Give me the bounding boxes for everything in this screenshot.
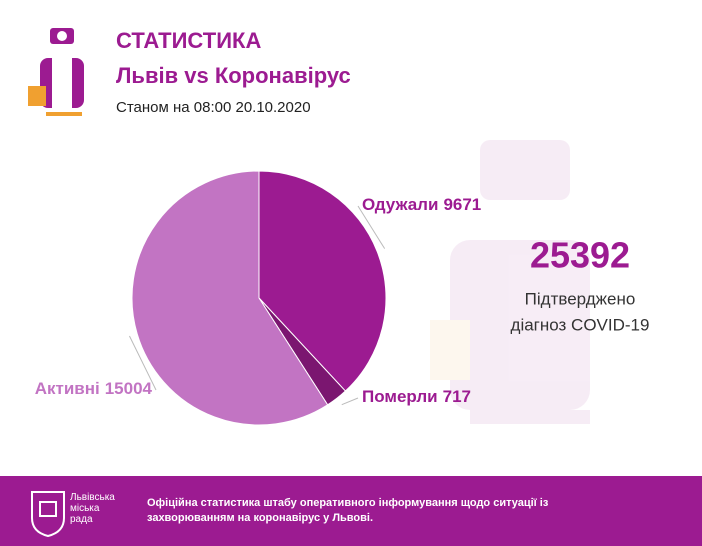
pie-label-value: 717	[443, 387, 471, 406]
total-label: діагноз COVID-19	[511, 315, 650, 334]
leader-line	[341, 397, 359, 406]
logo-line: Львівська	[70, 492, 115, 503]
background-icon	[430, 140, 590, 424]
pie-label-name: Померли	[362, 387, 438, 406]
pie-label: Померли 717	[362, 387, 471, 406]
subtitle: Львів vs Коронавірус	[116, 63, 351, 88]
leader-line	[129, 335, 157, 391]
footer-text: Офіційна статистика штабу оперативного і…	[147, 497, 549, 524]
total-label: Підтверджено	[525, 289, 636, 308]
logo-line: рада	[70, 514, 93, 525]
pie-label-name: Одужали	[362, 195, 438, 214]
total-value: 25392	[530, 235, 630, 276]
pie-slice	[131, 170, 329, 426]
pie-label: Активні 15004	[35, 379, 153, 398]
footer: Львівська міська рада Офіційна статистик…	[0, 476, 702, 546]
logo-shield	[31, 491, 65, 538]
pie-label-value: 15004	[105, 379, 153, 398]
chart: СТАТИСТИКА Львів vs Коронавірус Станом н…	[28, 28, 650, 426]
pie-label: Одужали 9671	[362, 195, 481, 214]
pie-label-name: Активні	[35, 379, 100, 398]
title: СТАТИСТИКА	[116, 28, 261, 53]
pie-slice	[258, 170, 387, 392]
doctor-icon	[28, 28, 84, 116]
date: Станом на 08:00 20.10.2020	[116, 99, 311, 116]
pie-label-value: 9671	[443, 195, 481, 214]
logo-line: міська	[70, 503, 100, 514]
leader-line	[357, 205, 386, 249]
logo-text: Львівська міська рада	[70, 492, 115, 525]
